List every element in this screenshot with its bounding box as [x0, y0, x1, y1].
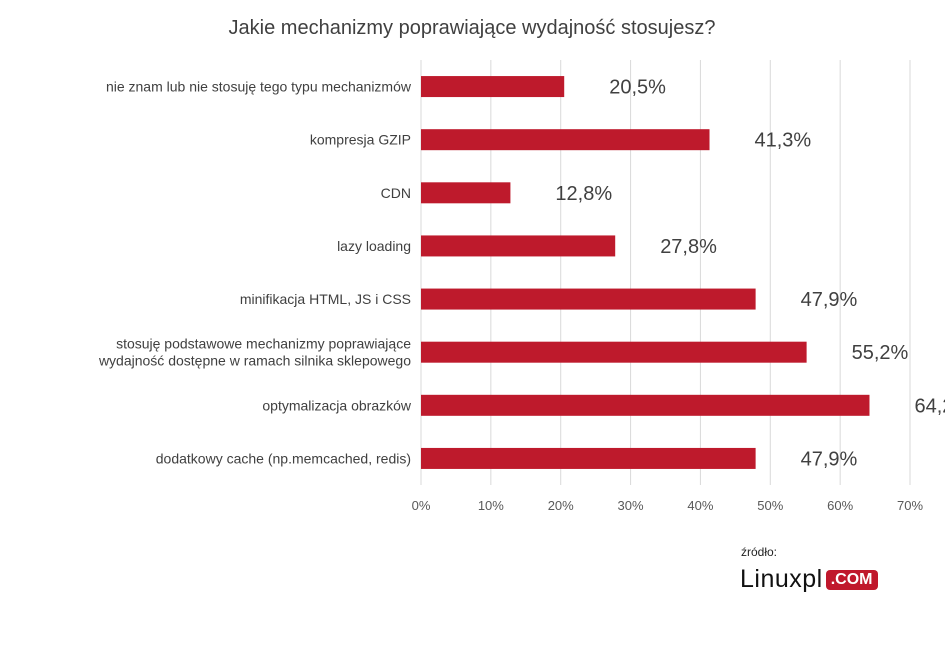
linuxpl-logo: Linuxpl .COM	[740, 565, 878, 594]
x-tick-label: 20%	[548, 498, 574, 513]
bar	[421, 394, 870, 416]
data-label: 55,2%	[852, 342, 909, 364]
category-label: stosuję podstawowe mechanizmy poprawiają…	[116, 336, 411, 352]
bar	[421, 288, 756, 310]
bar	[421, 182, 511, 204]
category-label: wydajność dostępne w ramach silnika skle…	[98, 353, 411, 369]
bar	[421, 235, 616, 257]
x-tick-label: 40%	[687, 498, 713, 513]
category-label: dodatkowy cache (np.memcached, redis)	[156, 450, 411, 466]
data-label: 20,5%	[609, 77, 666, 99]
bar	[421, 447, 756, 469]
bar	[421, 76, 565, 98]
logo-badge: .COM	[825, 569, 878, 590]
source-label: źródło:	[741, 545, 778, 559]
bar	[421, 129, 710, 151]
data-label: 12,8%	[555, 183, 612, 205]
x-tick-label: 10%	[478, 498, 504, 513]
category-label: optymalizacja obrazków	[262, 397, 412, 413]
x-tick-label: 0%	[412, 498, 431, 513]
data-label: 27,8%	[660, 236, 717, 258]
category-label: nie znam lub nie stosuję tego typu mecha…	[106, 79, 412, 95]
x-tick-label: 50%	[757, 498, 783, 513]
x-tick-label: 70%	[897, 498, 923, 513]
category-label: CDN	[381, 185, 411, 201]
logo-text: Linuxpl	[740, 565, 823, 593]
bar	[421, 341, 807, 363]
chart-title: Jakie mechanizmy poprawiające wydajność …	[229, 17, 716, 39]
category-label: kompresja GZIP	[310, 132, 411, 148]
data-label: 47,9%	[801, 289, 858, 311]
x-tick-label: 30%	[618, 498, 644, 513]
x-tick-label: 60%	[827, 498, 853, 513]
data-label: 41,3%	[755, 130, 812, 152]
category-label: lazy loading	[337, 238, 411, 254]
category-label: minifikacja HTML, JS i CSS	[240, 291, 411, 307]
data-label: 64,2%	[914, 395, 945, 417]
data-label: 47,9%	[801, 448, 858, 470]
